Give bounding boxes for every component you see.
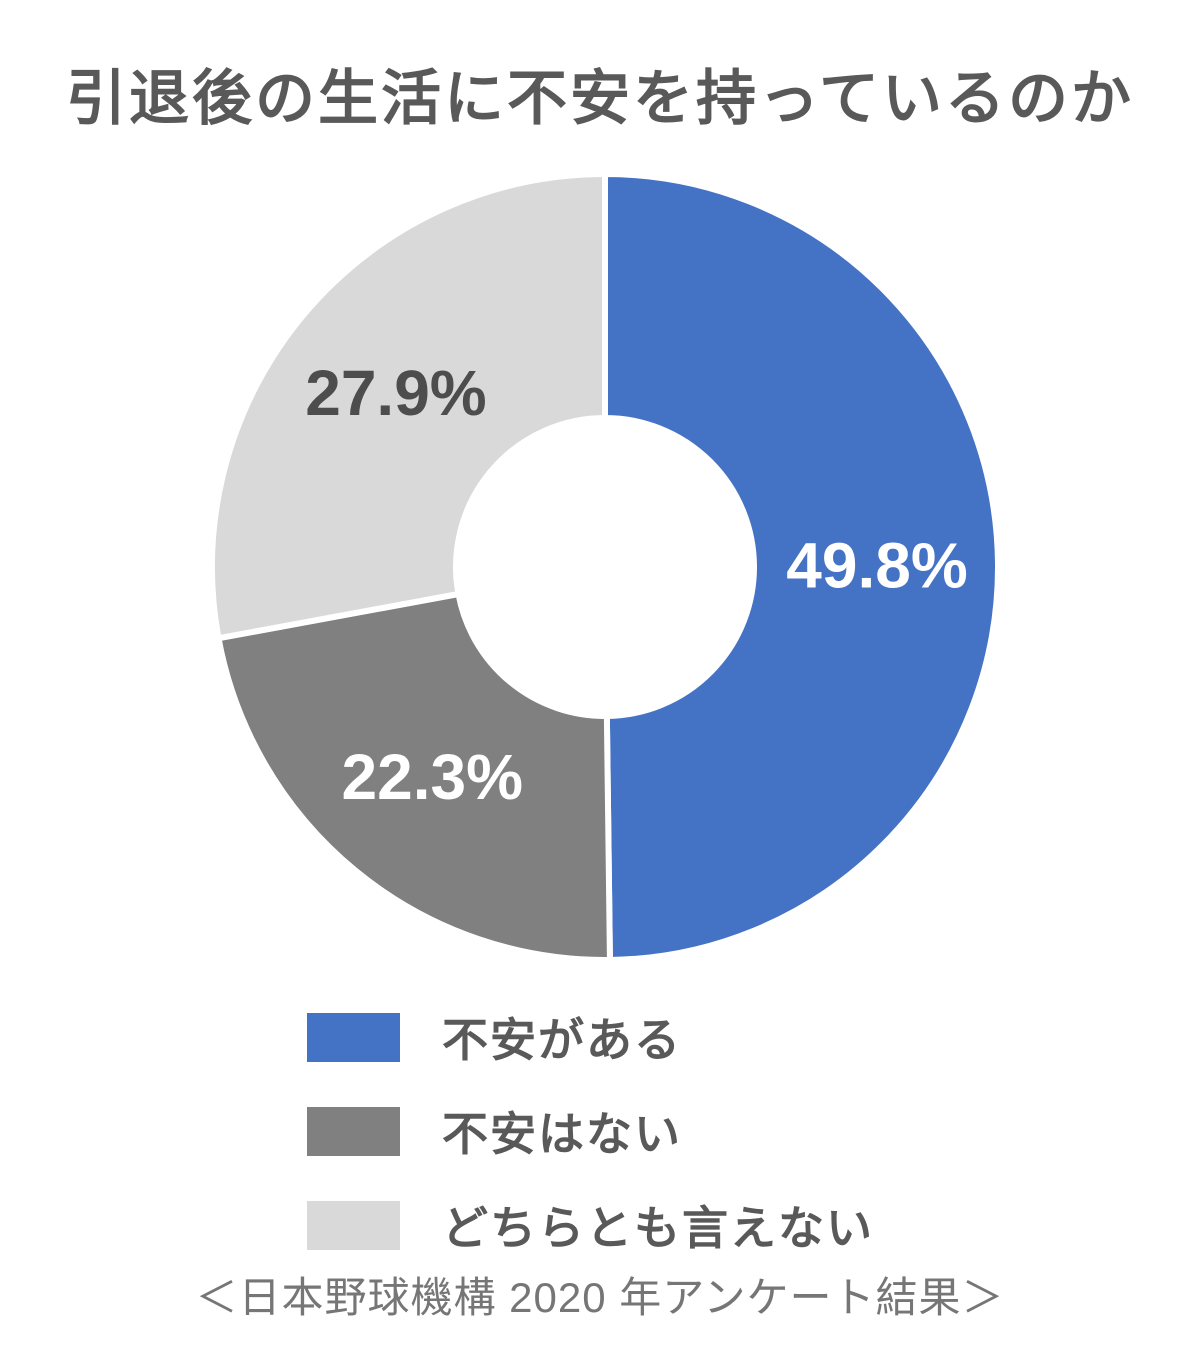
donut-slice-neither [209, 171, 608, 642]
source-note: ＜日本野球機構 2020 年アンケート結果＞ [195, 1274, 1005, 1321]
legend-item-neither: どちらとも言えない [307, 1192, 874, 1258]
slice-value-label-neither: 27.9% [305, 357, 486, 429]
legend-item-not-anxious: 不安はない [307, 1098, 874, 1164]
donut-slice-anxious [602, 171, 1001, 963]
chart-title: 引退後の生活に不安を持っているのか [66, 65, 1134, 132]
legend-label-neither: どちらとも言えない [442, 1202, 874, 1254]
legend-item-anxious: 不安がある [307, 1004, 874, 1070]
legend-swatch-anxious [307, 1012, 400, 1062]
chart-legend: 不安がある 不安はない どちらとも言えない [307, 1004, 874, 1258]
slice-value-label-not-anxious: 22.3% [342, 741, 523, 813]
legend-label-not-anxious: 不安はない [442, 1108, 682, 1160]
legend-label-anxious: 不安がある [442, 1014, 682, 1066]
donut-chart: 49.8% 22.3% 27.9% [209, 171, 1001, 963]
legend-swatch-not-anxious [307, 1106, 400, 1156]
donut-slice-not-anxious [215, 591, 613, 963]
legend-swatch-neither [307, 1200, 400, 1250]
slice-value-label-anxious: 49.8% [786, 529, 967, 601]
